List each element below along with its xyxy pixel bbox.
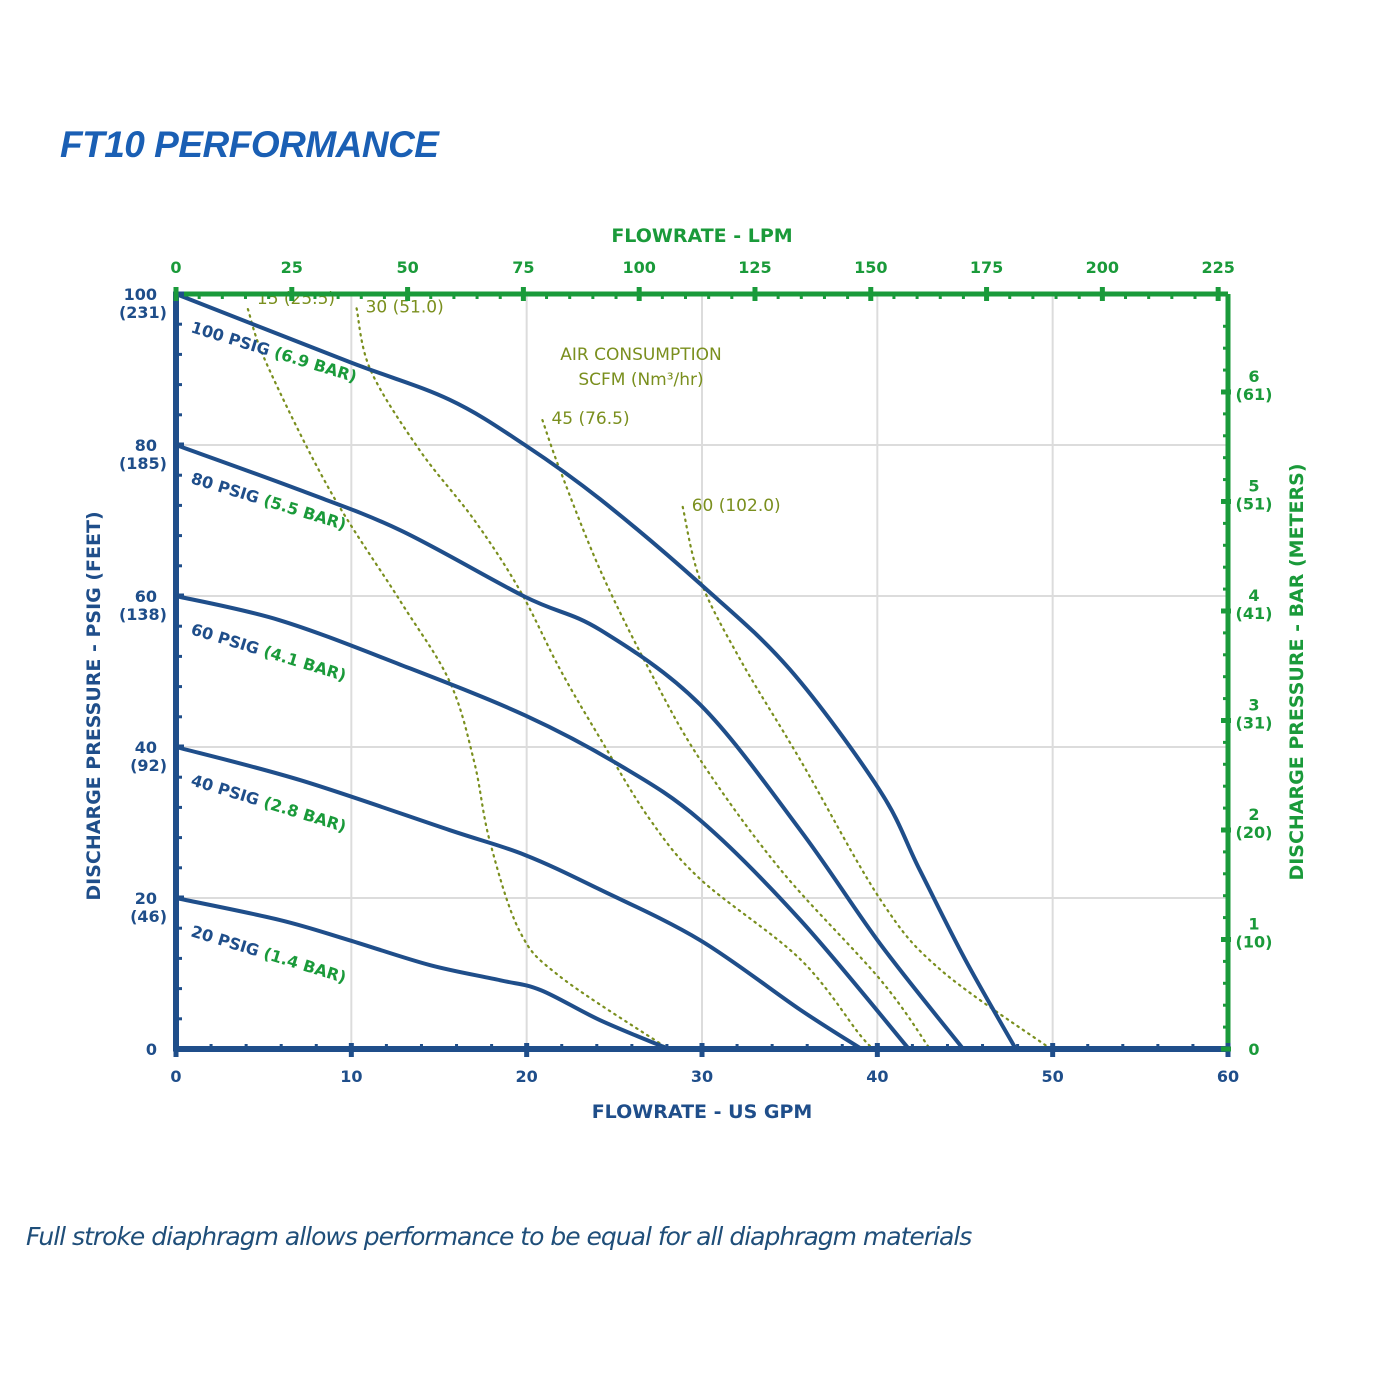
chart-title: FT10 PERFORMANCE [60, 124, 439, 165]
x2-tick-label: 25 [281, 258, 303, 277]
y2-tick-label: 5 [1248, 476, 1259, 495]
y2-tick-sublabel: (20) [1236, 823, 1273, 842]
y2-tick-sublabel: (31) [1236, 713, 1273, 732]
y2-tick-sublabel: (10) [1236, 932, 1273, 951]
curve-label: 60 PSIG (4.1 BAR) [189, 620, 349, 685]
air-consumption-title: AIR CONSUMPTION [560, 345, 721, 365]
x-tick-label: 20 [516, 1067, 538, 1086]
x2-axis-label: FLOWRATE - LPM [611, 225, 792, 247]
y-tick-sublabel: (46) [130, 907, 167, 926]
y2-tick-sublabel: (61) [1236, 385, 1273, 404]
air-consumption-line [246, 308, 670, 1051]
y2-tick-sublabel: (51) [1236, 494, 1273, 513]
y2-tick-label: 2 [1248, 805, 1259, 824]
performance-curve [174, 292, 1018, 1051]
air-consumption-label: 45 (76.5) [551, 409, 629, 429]
curve-label-bar: (5.5 BAR) [261, 491, 348, 534]
x-tick-label: 10 [340, 1067, 362, 1086]
y-tick-label: 100 [124, 285, 157, 304]
curve-label-bar: (2.8 BAR) [261, 793, 348, 836]
x2-tick-label: 200 [1086, 258, 1119, 277]
y2-tick-label: 0 [1248, 1040, 1259, 1059]
performance-curve [174, 745, 864, 1051]
x-axis-label: FLOWRATE - US GPM [592, 1101, 813, 1123]
curve-label-psig: 60 PSIG [189, 620, 267, 660]
x2-tick-label: 100 [622, 258, 655, 277]
y2-tick-label: 3 [1248, 695, 1259, 714]
x2-tick-label: 50 [396, 258, 418, 277]
x-tick-label: 50 [1042, 1067, 1064, 1086]
y-tick-label: 20 [135, 889, 157, 908]
y-tick-label: 60 [135, 587, 157, 606]
y-tick-label: 0 [146, 1040, 157, 1059]
air-consumption-line [541, 418, 932, 1051]
x-tick-label: 30 [691, 1067, 713, 1086]
y2-axis-label: DISCHARGE PRESSURE - BAR (METERS) [1286, 463, 1308, 880]
x-tick-label: 40 [866, 1067, 888, 1086]
curve-label-psig: 20 PSIG [189, 922, 267, 962]
air-consumption-label: 30 (51.0) [366, 297, 444, 317]
air-consumption-line [355, 307, 875, 1051]
curve-label-bar: (1.4 BAR) [261, 944, 348, 987]
y2-tick-label: 6 [1248, 367, 1259, 386]
performance-curve [174, 594, 911, 1051]
y-tick-label: 40 [135, 738, 157, 757]
curve-label-psig: 40 PSIG [189, 771, 267, 811]
curve-label: 40 PSIG (2.8 BAR) [189, 771, 349, 836]
y-tick-label: 80 [135, 436, 157, 455]
y-tick-sublabel: (185) [119, 454, 167, 473]
x2-tick-label: 75 [512, 258, 534, 277]
y2-tick-label: 1 [1248, 914, 1259, 933]
x2-tick-label: 225 [1201, 258, 1234, 277]
performance-curve [174, 896, 671, 1051]
y2-tick-label: 4 [1248, 586, 1259, 605]
curve-label: 100 PSIG (6.9 BAR) [189, 318, 359, 387]
footnote: Full stroke diaphragm allows performance… [26, 1222, 972, 1251]
y-axis-label: DISCHARGE PRESSURE - PSIG (FEET) [83, 511, 105, 900]
air-consumption-line [681, 505, 1053, 1051]
performance-curve [174, 443, 966, 1051]
air-consumption-unit: SCFM (Nm³/hr) [578, 370, 703, 390]
x2-tick-label: 0 [170, 258, 181, 277]
y-tick-sublabel: (231) [119, 303, 167, 322]
curve-label-bar: (4.1 BAR) [261, 642, 348, 685]
y2-tick-sublabel: (41) [1236, 604, 1273, 623]
x2-tick-label: 175 [970, 258, 1003, 277]
y-tick-sublabel: (138) [119, 605, 167, 624]
x2-tick-label: 125 [738, 258, 771, 277]
y-tick-sublabel: (92) [130, 756, 167, 775]
x2-tick-label: 150 [854, 258, 887, 277]
air-consumption-label: 60 (102.0) [692, 496, 781, 516]
x-tick-label: 0 [170, 1067, 181, 1086]
curve-label-psig: 100 PSIG [189, 318, 278, 362]
x-tick-label: 60 [1217, 1067, 1239, 1086]
